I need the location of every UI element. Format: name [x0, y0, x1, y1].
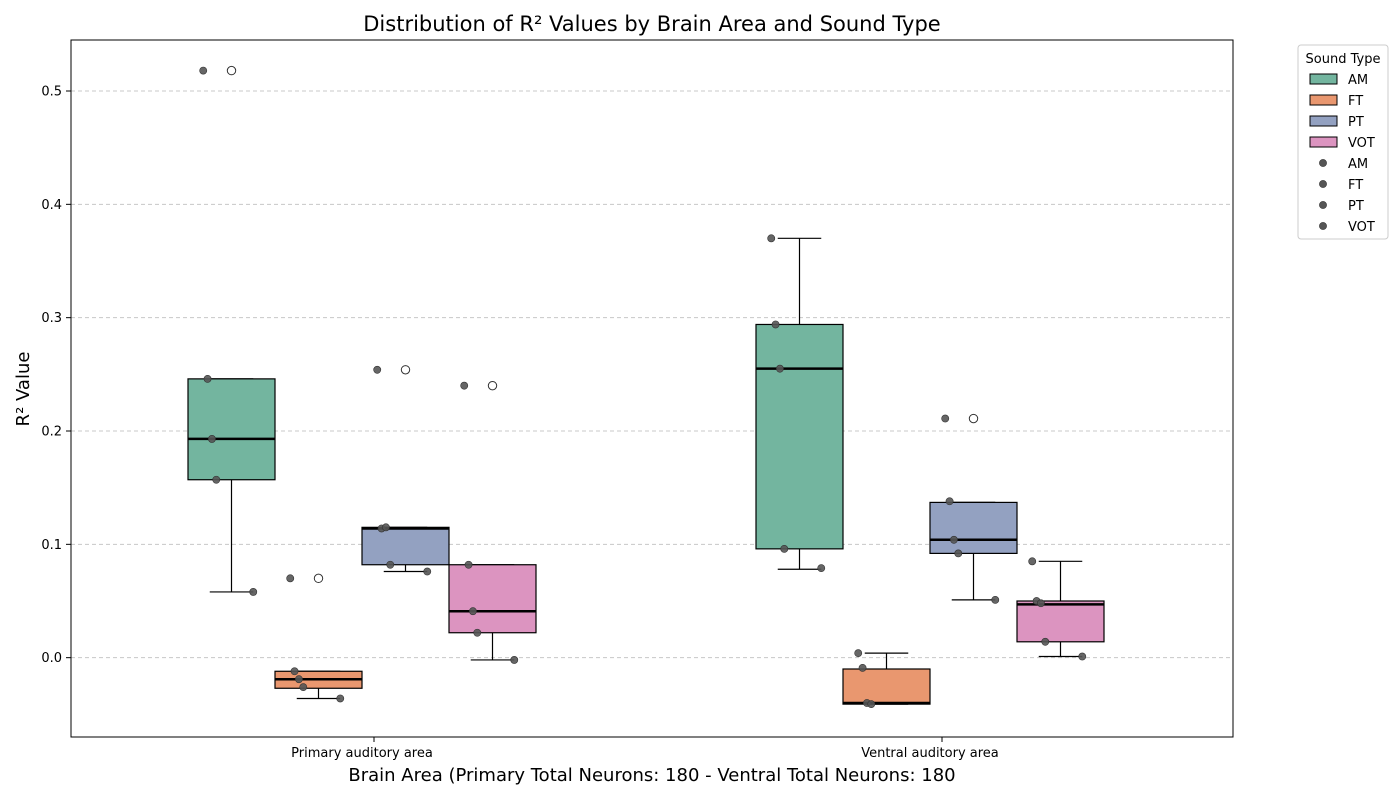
y-axis-label: R² Value	[13, 352, 34, 427]
y-axis-ticks: 0.0 0.1 0.2 0.3 0.4 0.5	[41, 85, 71, 666]
plot-frame	[70, 39, 1234, 738]
data-point-ft	[295, 675, 303, 684]
data-point-am	[208, 435, 216, 443]
data-point-am	[780, 544, 789, 553]
box-body	[755, 323, 844, 550]
box-body	[448, 564, 537, 634]
data-point-ft	[867, 700, 876, 709]
legend-swatch-pt	[1309, 115, 1338, 127]
x-axis-label: Brain Area (Primary Total Neurons: 180 -…	[348, 765, 955, 786]
y-tick-label: 0.3	[41, 311, 62, 326]
legend-point-pt	[1319, 201, 1327, 209]
legend-title: Sound Type	[1306, 52, 1381, 67]
legend-swatch-ft	[1309, 94, 1338, 106]
data-point-vot	[1041, 637, 1050, 646]
box-pt-ventral	[929, 413, 1018, 601]
outlier-point	[487, 380, 498, 391]
data-point-pt	[950, 535, 958, 544]
data-point-vot	[473, 628, 482, 637]
data-point-pt	[373, 365, 382, 374]
box-layer	[187, 65, 1105, 705]
box-body	[361, 526, 450, 566]
data-point-am	[203, 374, 212, 383]
box-body	[187, 378, 276, 481]
box-am-ventral	[755, 237, 844, 570]
outlier-point	[400, 365, 411, 375]
legend-point-vot	[1319, 222, 1327, 230]
box-vot-ventral	[1016, 560, 1105, 658]
x-axis-ticks: Primary auditory area Ventral auditory ar…	[291, 737, 999, 761]
data-point-vot	[1078, 652, 1087, 661]
data-point-am	[767, 234, 776, 243]
outlier-point	[226, 65, 237, 76]
data-point-am	[212, 475, 221, 484]
y-tick-label: 0.5	[41, 85, 62, 100]
data-point-pt	[954, 549, 963, 558]
box-am-primary	[187, 65, 276, 593]
data-point-vot	[460, 381, 469, 390]
data-point-pt	[991, 595, 1000, 604]
data-point-am	[199, 66, 208, 75]
data-point-pt	[386, 560, 395, 569]
legend-label-pt: PT	[1348, 115, 1364, 130]
legend-label-vot: VOT	[1348, 136, 1375, 151]
data-point-pt	[382, 523, 390, 532]
data-point-am	[771, 320, 780, 329]
data-point-vot	[1037, 599, 1045, 608]
y-tick-label: 0.2	[41, 425, 62, 440]
grid-lines	[71, 90, 1233, 659]
x-tick-label: Ventral auditory area	[861, 746, 999, 761]
y-tick-label: 0.0	[41, 651, 62, 666]
data-point-ft	[286, 574, 295, 583]
data-point-am	[817, 564, 826, 573]
legend-label-ft: FT	[1348, 94, 1363, 109]
data-point-am	[249, 588, 258, 596]
outlier-point	[313, 573, 324, 584]
box-ft-ventral	[842, 652, 931, 705]
legend-point-label-am: AM	[1348, 157, 1368, 172]
data-point-vot	[1028, 557, 1037, 566]
data-point-ft	[854, 649, 863, 658]
data-point-ft	[299, 683, 308, 692]
data-point-vot	[510, 656, 519, 664]
box-ft-primary	[274, 573, 363, 700]
data-point-ft	[858, 663, 867, 672]
legend: Sound Type AM FT PT VOT AM FT PT VOT	[1297, 44, 1389, 240]
legend-swatch-am	[1309, 73, 1338, 85]
data-point-ft	[336, 694, 345, 703]
data-point-pt	[423, 567, 432, 576]
y-tick-label: 0.1	[41, 538, 62, 553]
data-point-vot	[464, 560, 473, 569]
point-layer	[199, 66, 1087, 709]
box-body	[929, 501, 1018, 554]
box-body	[842, 668, 931, 705]
box-vot-primary	[448, 380, 537, 661]
data-point-pt	[945, 497, 954, 506]
data-point-am	[776, 364, 784, 373]
chart-title: Distribution of R² Values by Brain Area …	[363, 12, 940, 36]
outlier-point	[968, 413, 979, 424]
legend-point-am	[1319, 159, 1327, 167]
y-tick-label: 0.4	[41, 198, 62, 213]
data-point-vot	[469, 607, 477, 616]
legend-point-ft	[1319, 180, 1327, 188]
legend-swatch-vot	[1309, 136, 1338, 148]
data-point-pt	[941, 414, 950, 423]
data-point-ft	[290, 667, 299, 676]
legend-point-label-pt: PT	[1348, 199, 1364, 214]
box-pt-primary	[361, 365, 450, 573]
box-body	[1016, 600, 1105, 643]
x-tick-label: Primary auditory area	[291, 746, 433, 761]
legend-point-label-ft: FT	[1348, 178, 1363, 193]
legend-point-label-vot: VOT	[1348, 220, 1375, 235]
legend-frame	[1297, 44, 1389, 240]
legend-label-am: AM	[1348, 73, 1368, 88]
